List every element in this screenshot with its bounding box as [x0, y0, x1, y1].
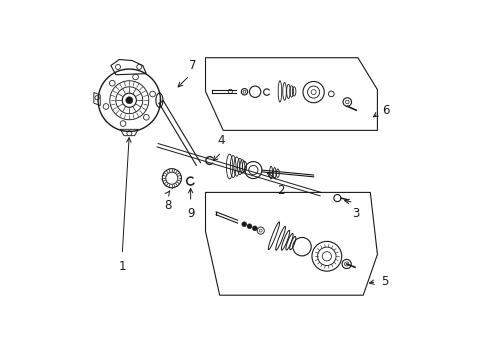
Text: 4: 4 [217, 134, 225, 147]
Circle shape [132, 74, 138, 80]
Circle shape [143, 114, 149, 120]
Text: 1: 1 [118, 260, 126, 273]
Circle shape [246, 224, 251, 229]
Circle shape [149, 91, 155, 97]
Circle shape [241, 222, 246, 227]
Text: 8: 8 [164, 199, 171, 212]
Circle shape [252, 226, 257, 231]
Text: 5: 5 [381, 275, 388, 288]
Circle shape [103, 104, 109, 109]
Text: 7: 7 [189, 59, 197, 72]
Text: 6: 6 [381, 104, 389, 117]
Text: 3: 3 [352, 207, 359, 220]
Circle shape [228, 89, 232, 94]
Circle shape [120, 121, 125, 126]
Text: 9: 9 [186, 207, 194, 220]
Circle shape [109, 80, 115, 86]
Circle shape [95, 96, 99, 100]
Circle shape [125, 97, 133, 104]
Circle shape [126, 131, 132, 136]
Text: 2: 2 [276, 184, 284, 197]
